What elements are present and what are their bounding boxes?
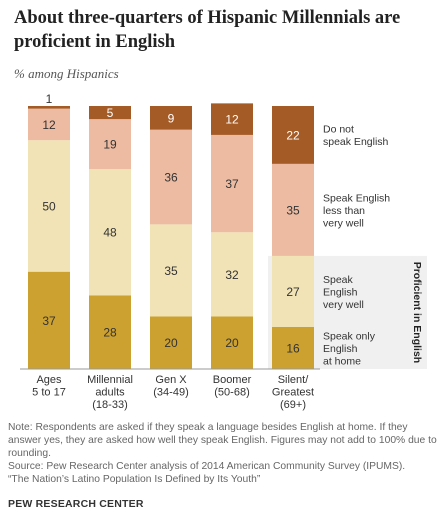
data-label: 35	[164, 264, 178, 278]
chart-notes: Note: Respondents are asked if they spea…	[8, 421, 438, 486]
data-label: 37	[225, 177, 239, 191]
category-label: Silent/	[278, 374, 310, 386]
category-label: Greatest	[272, 387, 314, 399]
bar-segment	[272, 255, 314, 327]
source-text: Source: Pew Research Center analysis of …	[8, 461, 406, 472]
data-label: 20	[164, 336, 178, 350]
note-text: Note: Respondents are asked if they spea…	[8, 422, 437, 459]
legend-label: English	[323, 343, 358, 355]
data-label: 28	[103, 326, 117, 340]
data-label: 27	[286, 285, 300, 299]
data-label: 37	[42, 314, 56, 328]
brand-logo-text: PEW RESEARCH CENTER	[8, 498, 144, 510]
legend-label: Do not	[323, 124, 354, 136]
category-label: Boomer	[213, 374, 252, 386]
legend-label: English	[323, 286, 358, 298]
bar-segment	[211, 316, 253, 369]
bar-segment	[211, 103, 253, 135]
chart-subtitle: % among Hispanics	[14, 66, 119, 81]
data-label: 16	[286, 341, 300, 355]
bar-segment	[89, 106, 131, 120]
bar-segment	[28, 108, 70, 141]
data-label: 32	[225, 268, 239, 282]
bar-segment	[150, 106, 192, 130]
bar-segment	[28, 140, 70, 272]
legend-label: Speak only	[323, 330, 376, 342]
bracket-label: Proficient in English	[411, 262, 423, 364]
data-label: 48	[103, 226, 117, 240]
data-label: 9	[168, 111, 175, 125]
data-label: 22	[286, 128, 300, 142]
data-label: 12	[225, 113, 239, 127]
category-label: (50-68)	[214, 387, 249, 399]
data-label: 35	[286, 203, 300, 217]
data-label: 36	[164, 171, 178, 185]
bar-segment	[211, 134, 253, 233]
chart-title: About three-quarters of Hispanic Millenn…	[14, 8, 401, 52]
legend-label: less than	[323, 205, 365, 217]
legend-label: Speak English	[323, 192, 390, 204]
report-title-text: “The Nation’s Latino Population Is Defin…	[8, 474, 261, 485]
category-label: 5 to 17	[32, 387, 66, 399]
bar-segment	[89, 119, 131, 170]
legend-label: Speak	[323, 274, 354, 286]
category-label: Ages	[36, 374, 62, 386]
bar-segment	[150, 224, 192, 317]
bar-segment	[89, 295, 131, 369]
category-label: adults	[95, 387, 125, 399]
data-label: 12	[42, 118, 56, 132]
bar-segment	[28, 271, 70, 369]
bar-segment	[150, 316, 192, 369]
bar-segment	[211, 232, 253, 317]
data-label: 1	[46, 92, 53, 106]
legend-label: very well	[323, 217, 364, 229]
category-label: Gen X	[155, 374, 187, 386]
data-label: 20	[225, 336, 239, 350]
legend-label: very well	[323, 299, 364, 311]
category-label: (18-33)	[92, 399, 127, 411]
data-label: 50	[42, 199, 56, 213]
category-label: Millennial	[87, 374, 133, 386]
category-label: (34-49)	[153, 387, 188, 399]
bar-segment	[89, 169, 131, 296]
bar-segment	[28, 106, 70, 109]
bar-segment	[150, 129, 192, 225]
bar-segment	[272, 163, 314, 256]
data-label: 19	[103, 138, 117, 152]
bar-segment	[272, 106, 314, 164]
bar-segment	[272, 326, 314, 369]
data-label: 5	[107, 106, 114, 120]
category-label: (69+)	[280, 399, 306, 411]
legend-label: speak English	[323, 136, 389, 148]
legend-label: at home	[323, 355, 361, 367]
